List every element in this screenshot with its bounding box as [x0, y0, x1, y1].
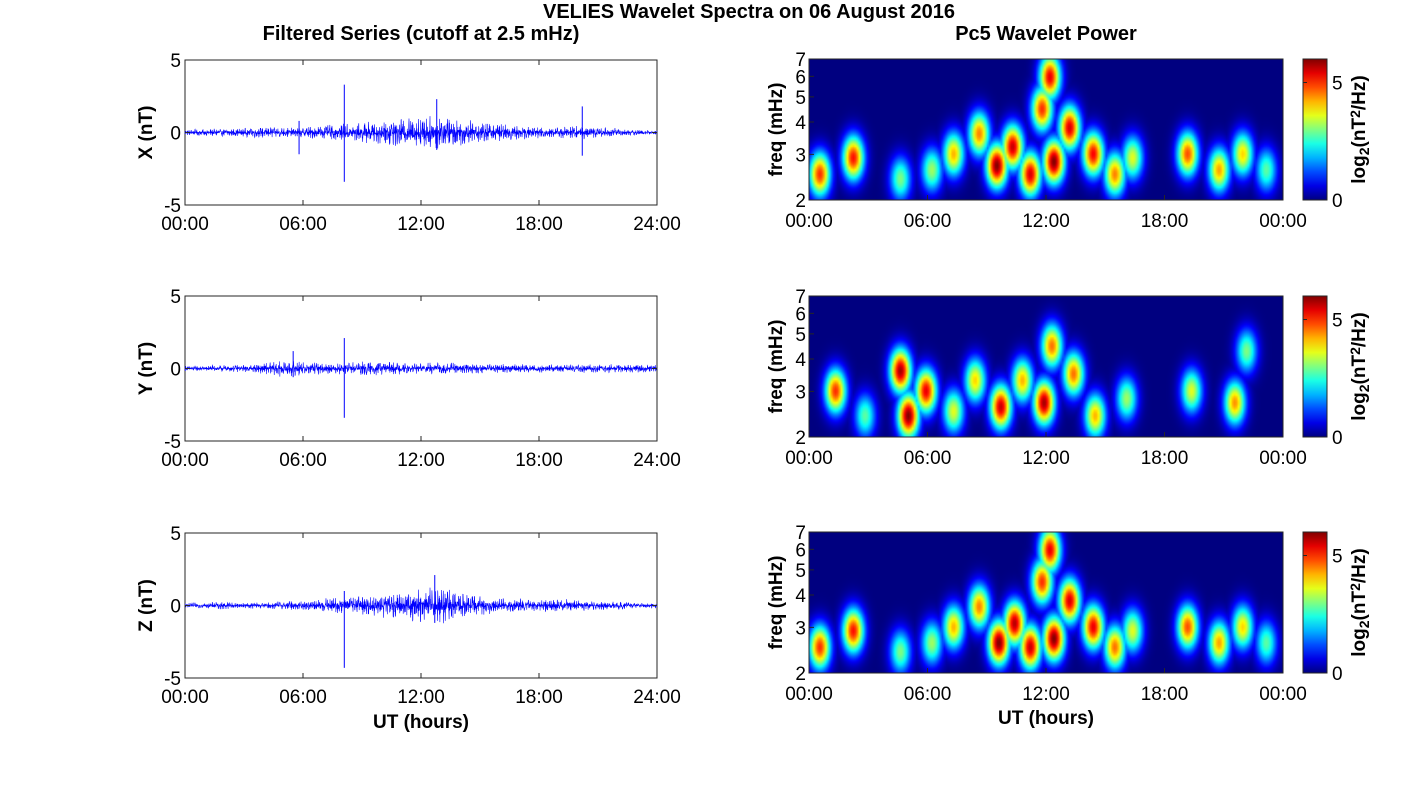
y-tick-label: 5 — [795, 88, 806, 109]
y-axis-label: freq (mHz) — [766, 320, 787, 414]
y-tick-label: 5 — [795, 325, 806, 346]
y-tick-label: -5 — [164, 432, 181, 453]
y-tick-label: -5 — [164, 669, 181, 690]
colorbar-tick-label: 0 — [1332, 428, 1343, 449]
y-tick-label: 0 — [170, 360, 181, 381]
x-tick-label: 24:00 — [633, 450, 681, 471]
x-tick-label: 00:00 — [785, 211, 833, 232]
y-tick-label: 7 — [795, 50, 806, 71]
x-tick-label: 00:00 — [161, 214, 209, 235]
x-tick-label: 18:00 — [515, 450, 563, 471]
timeseries-panel-1: 5 0 -500:00 06:00 12:00 18:00 24:00 X (nT) — [136, 51, 681, 235]
x-tick-label: 24:00 — [633, 214, 681, 235]
y-axis-label: Z (nT) — [136, 579, 157, 632]
x-tick-label: 18:00 — [1141, 684, 1189, 705]
colorbar-label: log2(nT2/Hz) — [1347, 75, 1371, 183]
y-tick-label: 7 — [795, 523, 806, 544]
signal-trace — [184, 360, 658, 377]
colorbar — [1302, 295, 1328, 438]
y-tick-label: 0 — [170, 597, 181, 618]
wavelet-power-image — [809, 59, 1283, 200]
signal-trace — [184, 587, 658, 624]
right-column-title: Pc5 Wavelet Power — [955, 23, 1137, 45]
x-tick-label: 00:00 — [785, 448, 833, 469]
y-axis-label: freq (mHz) — [766, 83, 787, 177]
colorbar-label: log2(nT2/Hz) — [1347, 548, 1371, 656]
x-tick-label: 12:00 — [397, 214, 445, 235]
y-tick-label: 6 — [795, 304, 806, 325]
y-tick-label: 7 — [795, 287, 806, 308]
colorbar — [1302, 531, 1328, 674]
x-tick-label: 12:00 — [397, 450, 445, 471]
x-tick-label: 18:00 — [1141, 211, 1189, 232]
wavelet-power-image — [809, 532, 1283, 673]
y-tick-label: 3 — [795, 382, 806, 403]
x-tick-label: 18:00 — [1141, 448, 1189, 469]
y-tick-label: 3 — [795, 618, 806, 639]
signal-trace — [184, 116, 658, 149]
y-tick-label: 5 — [170, 287, 181, 308]
timeseries-panel-3: 5 0 -500:00 06:00 12:00 18:00 24:00 Z (nT) UT (h… — [136, 524, 681, 733]
x-tick-label: 00:00 — [1259, 211, 1307, 232]
colorbar-tick-label: 0 — [1332, 191, 1343, 212]
wavelet-power-image — [809, 296, 1283, 437]
y-axis-label: freq (mHz) — [766, 556, 787, 650]
y-axis-label: X (nT) — [136, 106, 157, 160]
x-tick-label: 06:00 — [279, 214, 327, 235]
x-tick-label: 06:00 — [904, 684, 952, 705]
timeseries-panel-2: 5 0 -500:00 06:00 12:00 18:00 24:00 Y (nT) — [136, 287, 681, 471]
x-tick-label: 18:00 — [515, 687, 563, 708]
y-tick-label: 4 — [795, 586, 806, 607]
figure-title: VELIES Wavelet Spectra on 06 August 2016 — [543, 1, 955, 23]
y-tick-label: 6 — [795, 67, 806, 88]
y-tick-label: 3 — [795, 145, 806, 166]
y-tick-label: 5 — [795, 561, 806, 582]
x-tick-label: 06:00 — [904, 211, 952, 232]
x-tick-label: 12:00 — [1022, 448, 1070, 469]
x-tick-label: 00:00 — [1259, 448, 1307, 469]
y-tick-label: 0 — [170, 124, 181, 145]
y-tick-label: -5 — [164, 196, 181, 217]
x-tick-label: 00:00 — [161, 450, 209, 471]
y-tick-label: 2 — [795, 191, 806, 212]
x-tick-label: 12:00 — [1022, 211, 1070, 232]
y-tick-label: 2 — [795, 428, 806, 449]
colorbar — [1302, 58, 1328, 201]
colorbar-tick-label: 5 — [1332, 74, 1343, 95]
x-tick-label: 00:00 — [785, 684, 833, 705]
y-tick-label: 2 — [795, 664, 806, 685]
colorbar-tick-label: 5 — [1332, 547, 1343, 568]
x-tick-label: 24:00 — [633, 687, 681, 708]
x-tick-label: 00:00 — [161, 687, 209, 708]
left-column-title: Filtered Series (cutoff at 2.5 mHz) — [263, 23, 580, 45]
x-axis-label: UT (hours) — [998, 708, 1094, 729]
x-tick-label: 06:00 — [279, 687, 327, 708]
colorbar-label: log2(nT2/Hz) — [1347, 312, 1371, 420]
x-tick-label: 06:00 — [279, 450, 327, 471]
y-tick-label: 5 — [170, 51, 181, 72]
y-tick-label: 5 — [170, 524, 181, 545]
y-axis-label: Y (nT) — [136, 342, 157, 395]
x-axis-label: UT (hours) — [373, 712, 469, 733]
colorbar-tick-label: 5 — [1332, 311, 1343, 332]
x-tick-label: 00:00 — [1259, 684, 1307, 705]
x-tick-label: 18:00 — [515, 214, 563, 235]
y-tick-label: 6 — [795, 540, 806, 561]
y-tick-label: 4 — [795, 113, 806, 134]
y-tick-label: 4 — [795, 350, 806, 371]
colorbar-tick-label: 0 — [1332, 664, 1343, 685]
x-tick-label: 12:00 — [1022, 684, 1070, 705]
x-tick-label: 06:00 — [904, 448, 952, 469]
x-tick-label: 12:00 — [397, 687, 445, 708]
